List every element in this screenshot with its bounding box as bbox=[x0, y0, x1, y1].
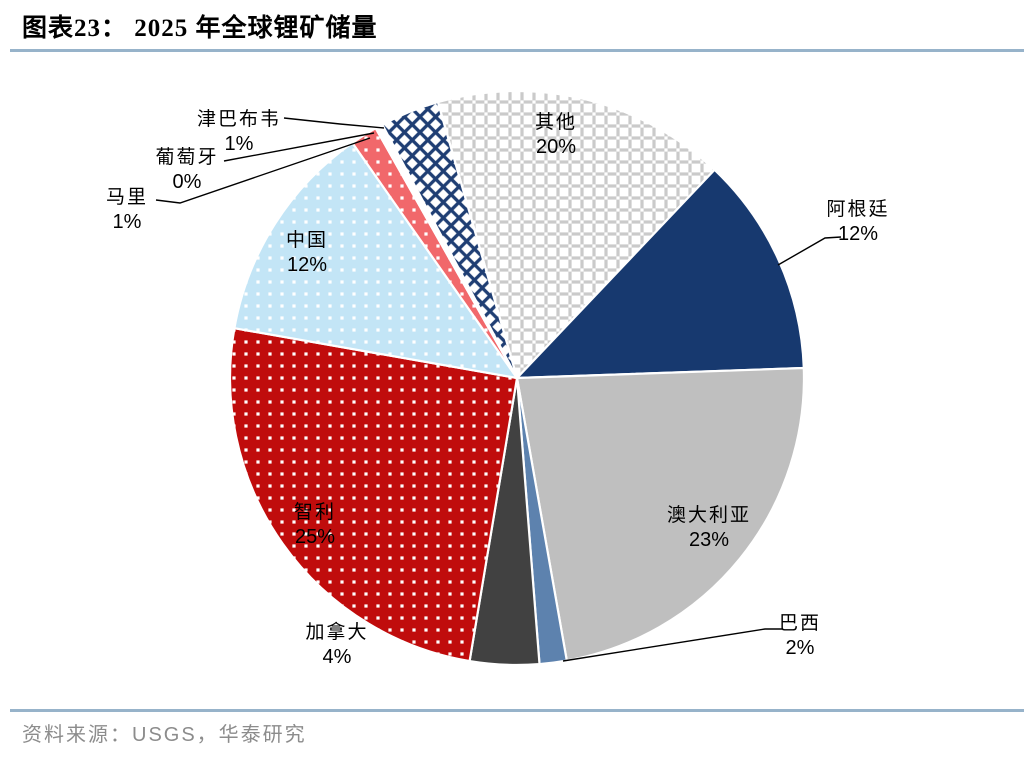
pie-label-zimbabwe-name: 津巴布韦 bbox=[197, 108, 281, 130]
pie-label-australia-name: 澳大利亚 bbox=[667, 504, 751, 526]
pie-label-chile-name: 智利 bbox=[294, 501, 336, 523]
chart-title: 图表23： 2025 年全球锂矿储量 bbox=[22, 15, 378, 42]
leader-line-portugal bbox=[223, 132, 375, 162]
leader-line-zimbabwe bbox=[283, 117, 385, 129]
pie-slice-argentina bbox=[515, 168, 805, 380]
pie-slice-china bbox=[233, 141, 519, 380]
pie-slice-other bbox=[436, 89, 716, 380]
pie-label-mali-pct: 1% bbox=[113, 211, 142, 233]
leader-line-brazil bbox=[562, 628, 782, 662]
pie-label-portugal-name: 葡萄牙 bbox=[155, 146, 218, 168]
pie-label-argentina-name: 阿根廷 bbox=[826, 198, 889, 220]
pie-label-china-name: 中国 bbox=[286, 229, 328, 251]
leader-line-argentina bbox=[777, 236, 842, 266]
pie-label-brazil-pct: 2% bbox=[786, 637, 815, 659]
pie-label-mali-name: 马里 bbox=[106, 187, 148, 208]
pie-label-argentina-pct: 12% bbox=[838, 223, 878, 245]
title-rule bbox=[10, 49, 1024, 52]
pie-label-zimbabwe-pct: 1% bbox=[225, 133, 254, 155]
pie-label-canada-name: 加拿大 bbox=[305, 620, 368, 643]
leader-line-mali bbox=[155, 137, 371, 204]
pie-label-other-name: 其他 bbox=[535, 111, 577, 133]
pie-slice-australia bbox=[515, 366, 806, 662]
pie-slice-chile bbox=[228, 327, 519, 663]
pie-label-canada-pct: 4% bbox=[323, 646, 352, 668]
footer-rule bbox=[10, 709, 1024, 712]
pie-label-china-pct: 12% bbox=[287, 254, 327, 276]
source-text: 资料来源：USGS，华泰研究 bbox=[22, 724, 307, 746]
pie-label-portugal-pct: 0% bbox=[173, 171, 202, 193]
pie-label-australia-pct: 23% bbox=[689, 529, 729, 551]
pie-label-brazil-name: 巴西 bbox=[779, 613, 821, 634]
pie-label-other-pct: 20% bbox=[536, 136, 576, 158]
pie-label-chile-pct: 25% bbox=[295, 526, 335, 548]
pie-slice-zimbabwe bbox=[381, 101, 519, 380]
